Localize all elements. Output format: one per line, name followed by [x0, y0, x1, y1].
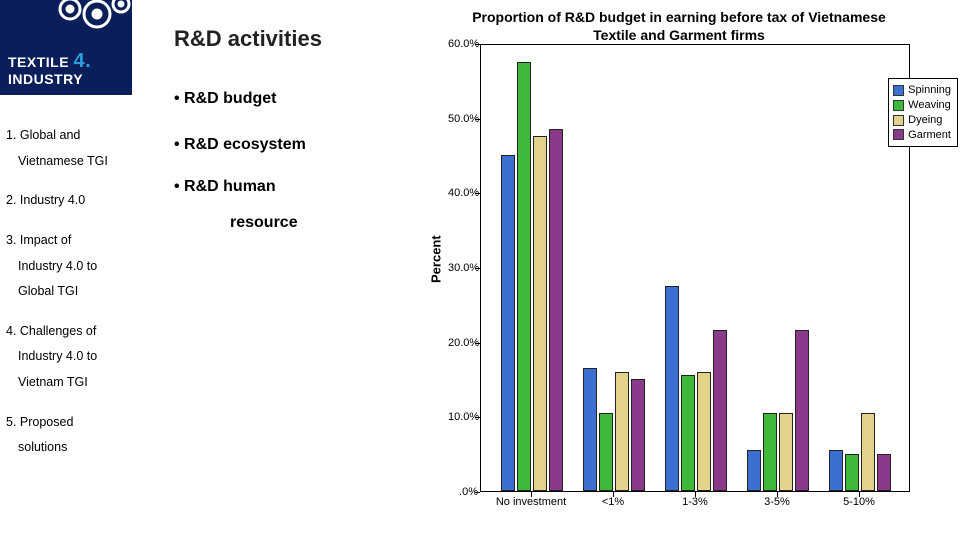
legend-label: Dyeing: [908, 113, 942, 128]
bullet: • R&D ecosystem: [174, 136, 306, 154]
bar: [747, 450, 761, 491]
y-tick-label: .0%: [448, 486, 478, 498]
y-tick-label: 20.0%: [448, 337, 478, 349]
bar: [829, 450, 843, 491]
gears-icon: [55, 0, 132, 44]
nav: 1. Global and Vietnamese TGI 2. Industry…: [0, 95, 132, 540]
x-tick-label: 1-3%: [682, 496, 708, 508]
bullet-sub: resource: [230, 214, 306, 232]
bar: [779, 413, 793, 491]
bar: [697, 372, 711, 491]
plot-area: [480, 44, 910, 492]
y-tick-label: 10.0%: [448, 411, 478, 423]
nav-item[interactable]: solutions: [0, 435, 132, 461]
nav-item[interactable]: Industry 4.0 to: [0, 254, 132, 280]
bar: [599, 413, 613, 491]
legend-label: Spinning: [908, 83, 951, 98]
logo-line2: INDUSTRY: [8, 71, 83, 87]
bar: [615, 372, 629, 491]
nav-item[interactable]: 1. Global and: [0, 123, 132, 149]
legend-item: Spinning: [893, 83, 951, 98]
legend-label: Garment: [908, 128, 951, 143]
logo-line1: TEXTILE: [8, 54, 69, 70]
nav-item[interactable]: 3. Impact of: [0, 228, 132, 254]
bullet-list: • R&D budget • R&D ecosystem • R&D human…: [174, 90, 306, 242]
page-title: R&D activities: [174, 26, 322, 52]
bar: [549, 129, 563, 491]
y-tick-label: 50.0%: [448, 113, 478, 125]
logo: TEXTILE 4. INDUSTRY: [0, 0, 132, 95]
nav-item[interactable]: Global TGI: [0, 279, 132, 305]
legend-swatch: [893, 100, 904, 111]
nav-item[interactable]: Industry 4.0 to: [0, 344, 132, 370]
legend-item: Weaving: [893, 98, 951, 113]
nav-item[interactable]: Vietnamese TGI: [0, 149, 132, 175]
bullet: • R&D budget: [174, 90, 306, 108]
bar: [877, 454, 891, 491]
bar: [713, 330, 727, 491]
bar: [631, 379, 645, 491]
chart: Percent .0%10.0%20.0%30.0%40.0%50.0%60.0…: [438, 44, 910, 522]
bar: [583, 368, 597, 491]
nav-item[interactable]: 5. Proposed: [0, 410, 132, 436]
bullet: • R&D human: [174, 178, 306, 196]
y-tick-label: 40.0%: [448, 187, 478, 199]
nav-item[interactable]: Vietnam TGI: [0, 370, 132, 396]
y-axis-label: Percent: [429, 235, 444, 283]
nav-item[interactable]: 4. Challenges of: [0, 319, 132, 345]
legend-label: Weaving: [908, 98, 951, 113]
x-tick-label: No investment: [496, 496, 566, 508]
bar: [795, 330, 809, 491]
bar: [517, 62, 531, 491]
x-tick-label: 3-5%: [764, 496, 790, 508]
legend-swatch: [893, 129, 904, 140]
legend: SpinningWeavingDyeingGarment: [888, 78, 958, 147]
sidebar: TEXTILE 4. INDUSTRY 1. Global and Vietna…: [0, 0, 132, 540]
bar: [763, 413, 777, 491]
bar: [533, 136, 547, 491]
main-content: R&D activities • R&D budget • R&D ecosys…: [132, 0, 960, 540]
bar: [845, 454, 859, 491]
bar: [501, 155, 515, 491]
nav-item[interactable]: 2. Industry 4.0: [0, 188, 132, 214]
y-tick-label: 60.0%: [448, 38, 478, 50]
x-tick-label: 5-10%: [843, 496, 875, 508]
legend-swatch: [893, 85, 904, 96]
y-tick-label: 30.0%: [448, 262, 478, 274]
bar: [665, 286, 679, 491]
chart-title: Proportion of R&D budget in earning befo…: [464, 8, 894, 44]
x-tick-label: <1%: [602, 496, 624, 508]
bar: [681, 375, 695, 491]
legend-item: Garment: [893, 128, 951, 143]
legend-item: Dyeing: [893, 113, 951, 128]
bar: [861, 413, 875, 491]
legend-swatch: [893, 115, 904, 126]
logo-four: 4.: [73, 50, 91, 72]
